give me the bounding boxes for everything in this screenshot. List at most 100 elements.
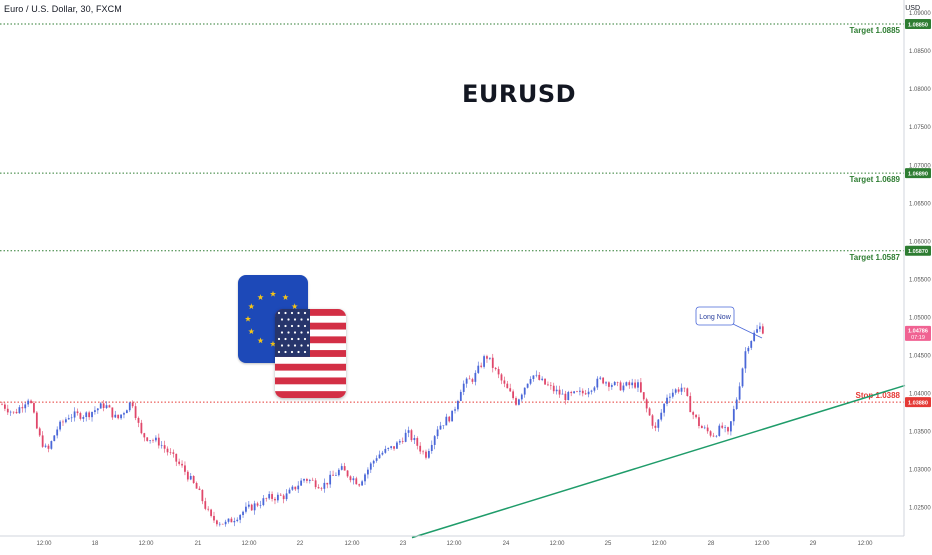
y-tick-label: 1.04500 bbox=[909, 354, 931, 360]
y-tick-label: 1.02500 bbox=[909, 506, 931, 512]
candle-body bbox=[215, 520, 218, 525]
candle-body bbox=[337, 469, 340, 476]
symbol-title[interactable]: Euro / U.S. Dollar, 30, FXCM bbox=[4, 4, 122, 14]
candle-body bbox=[300, 480, 303, 486]
x-tick-label: 21 bbox=[195, 541, 202, 547]
candle-body bbox=[735, 399, 738, 410]
us-star bbox=[306, 344, 310, 347]
candle-body bbox=[285, 493, 288, 500]
candle-body bbox=[245, 506, 247, 512]
current-price-badge bbox=[905, 325, 931, 341]
us-star bbox=[277, 350, 281, 354]
chart-title: EURUSD bbox=[462, 80, 577, 108]
candle-body bbox=[515, 398, 517, 405]
candle-body bbox=[634, 382, 636, 388]
candle-body bbox=[451, 410, 454, 422]
candle-body bbox=[114, 414, 117, 418]
candle-body bbox=[663, 403, 666, 413]
candle-body bbox=[404, 432, 407, 442]
candle-body bbox=[15, 411, 18, 414]
candle-body bbox=[384, 448, 387, 453]
candle-body bbox=[462, 383, 465, 392]
candle-body bbox=[497, 369, 500, 375]
candle-body bbox=[602, 377, 605, 384]
eu-star bbox=[257, 337, 264, 344]
candle-body bbox=[715, 435, 718, 437]
candle-body bbox=[6, 408, 9, 413]
candle-body bbox=[274, 498, 276, 501]
us-star bbox=[303, 311, 307, 315]
candle-body bbox=[149, 440, 152, 441]
us-star bbox=[306, 318, 310, 321]
candle-body bbox=[201, 489, 204, 502]
candle-body bbox=[576, 391, 578, 392]
us-canton bbox=[275, 309, 310, 357]
candle-body bbox=[175, 453, 178, 462]
candle-body bbox=[50, 441, 53, 449]
candle-body bbox=[416, 438, 419, 446]
candle-body bbox=[454, 409, 456, 411]
candle-body bbox=[1, 404, 3, 406]
candle-body bbox=[427, 450, 430, 458]
candle-body bbox=[358, 484, 361, 486]
candle-body bbox=[204, 501, 207, 509]
candle-body bbox=[753, 332, 756, 341]
candle-body bbox=[166, 448, 169, 453]
candle-body bbox=[474, 372, 477, 382]
us-stripe bbox=[275, 370, 346, 378]
candle-body bbox=[727, 427, 729, 432]
x-tick-label: 12:00 bbox=[36, 541, 52, 547]
x-tick-label: 25 bbox=[605, 541, 612, 547]
axis-unit[interactable]: USD bbox=[905, 5, 920, 12]
candle-body bbox=[18, 407, 21, 414]
us-star bbox=[277, 337, 281, 341]
us-star bbox=[284, 337, 287, 341]
target-price-badge-text: 1.06890 bbox=[908, 171, 928, 177]
candle-body bbox=[483, 356, 485, 367]
candle-body bbox=[294, 486, 297, 490]
candle-body bbox=[276, 494, 279, 501]
candle-body bbox=[111, 407, 114, 418]
target-price-badge bbox=[905, 245, 931, 256]
candle-body bbox=[279, 494, 282, 496]
candle-body bbox=[436, 429, 439, 437]
candle-body bbox=[683, 387, 686, 389]
x-tick-label: 28 bbox=[708, 541, 715, 547]
candle-body bbox=[323, 482, 326, 489]
candle-body bbox=[195, 482, 198, 489]
candle-body bbox=[648, 408, 651, 416]
candle-body bbox=[152, 440, 154, 441]
candle-body bbox=[352, 478, 355, 481]
candle-body bbox=[82, 417, 85, 419]
candle-body bbox=[709, 431, 712, 436]
us-stripe bbox=[275, 309, 346, 317]
eu-star bbox=[291, 303, 298, 310]
candle-body bbox=[224, 521, 227, 525]
candle-body bbox=[250, 504, 253, 511]
candle-body bbox=[581, 390, 584, 394]
candle-body bbox=[41, 435, 44, 447]
candle-body bbox=[654, 425, 657, 428]
candle-body bbox=[512, 391, 515, 399]
candle-body bbox=[671, 392, 674, 397]
y-tick-label: 1.03500 bbox=[909, 430, 931, 436]
candle-body bbox=[529, 378, 532, 384]
candle-body bbox=[189, 475, 192, 480]
candle-body bbox=[94, 410, 96, 412]
x-tick-label: 12:00 bbox=[344, 541, 360, 547]
candle-body bbox=[102, 403, 105, 409]
candle-body bbox=[91, 411, 93, 418]
candle-body bbox=[326, 482, 329, 485]
candle-body bbox=[265, 498, 268, 499]
candle-body bbox=[157, 437, 160, 446]
candle-body bbox=[70, 417, 73, 419]
candle-body bbox=[759, 326, 761, 330]
candle-body bbox=[88, 412, 91, 418]
candle-body bbox=[448, 416, 451, 422]
candle-body bbox=[160, 445, 163, 446]
candle-body bbox=[230, 518, 233, 523]
candle-body bbox=[506, 383, 509, 389]
candle-body bbox=[756, 329, 758, 333]
